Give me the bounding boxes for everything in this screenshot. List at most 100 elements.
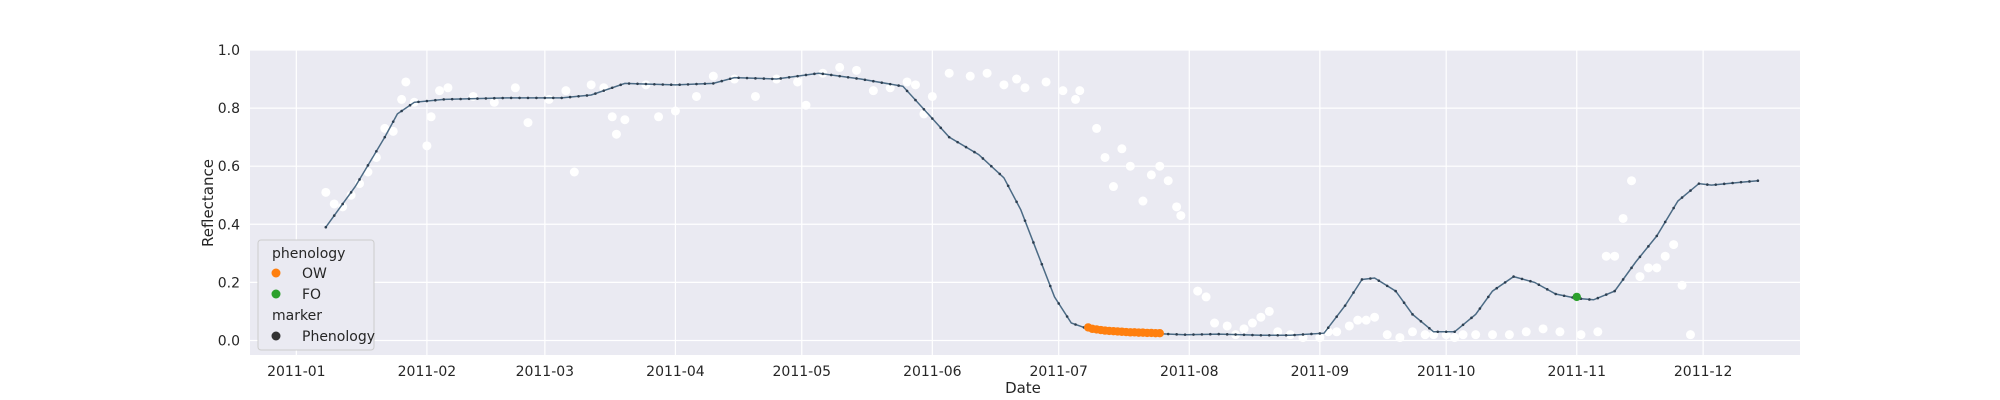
raw-point [489,97,499,107]
raw-point [1155,161,1165,171]
x-tick-label: 2011-01 [267,364,326,380]
smoothed-dot [1267,333,1271,337]
smoothed-dot [678,83,681,86]
smoothed-dot [1006,184,1010,188]
raw-point [1652,263,1662,273]
legend-marker-title: marker [272,308,322,324]
smoothed-dot [1259,333,1263,337]
smoothed-dot [981,157,985,160]
smoothed-dot [518,96,521,100]
raw-point [1163,176,1173,186]
raw-point [1264,306,1274,316]
smoothed-dot [1453,330,1456,334]
raw-point [1012,74,1022,84]
smoothed-dot [1554,292,1558,296]
raw-point [1538,324,1548,334]
smoothed-dot [1015,200,1018,204]
x-tick-label: 2011-10 [1417,364,1476,380]
smoothed-dot [1537,283,1541,287]
smoothed-dot [1630,266,1633,270]
raw-point [965,71,975,81]
smoothed-dot [703,82,707,86]
ow-point [1155,329,1164,338]
raw-point [1117,144,1127,154]
smoothed-dot [1394,289,1397,293]
raw-point [1041,77,1051,87]
raw-point [1332,327,1342,337]
smoothed-dot [358,178,361,181]
smoothed-dot [922,108,926,111]
smoothed-dot [1444,330,1448,334]
raw-point [338,202,348,212]
smoothed-dot [1217,332,1221,336]
smoothed-dot [1276,333,1280,337]
smoothed-dot [1722,182,1726,186]
smoothed-dot [1647,245,1650,248]
raw-point [620,115,630,125]
smoothed-dot [391,120,395,123]
smoothed-dot [1074,323,1077,326]
smoothed-dot [1369,277,1372,280]
raw-point [401,77,411,87]
smoothed-dot [610,86,614,90]
smoothed-dot [1478,307,1482,310]
raw-point [1610,251,1620,261]
smoothed-dot [644,82,648,86]
smoothed-dot [400,109,403,113]
smoothed-dot [383,135,387,139]
smoothed-dot [1756,179,1760,183]
smoothed-dot [1183,333,1187,336]
raw-point [1108,182,1118,192]
smoothed-dot [712,82,715,85]
smoothed-dot [888,82,892,86]
y-tick-label: 0.2 [218,275,240,291]
smoothed-dot [526,96,530,100]
x-tick-label: 2011-05 [773,364,832,380]
raw-point [1210,318,1220,328]
smoothed-dot [434,98,437,102]
raw-point [910,80,920,90]
smoothed-dot [1529,279,1532,283]
raw-point [1677,280,1687,290]
raw-point [1635,272,1645,282]
smoothed-dot [366,164,370,167]
raw-point [435,86,445,96]
smoothed-dot [1234,333,1237,336]
smoothed-dot [1326,326,1330,329]
smoothed-dot [602,89,606,92]
smoothed-dot [1402,301,1406,305]
raw-point [1315,333,1325,343]
smoothed-dot [1335,315,1338,318]
raw-point [1125,161,1135,171]
smoothed-dot [450,97,454,101]
raw-point [1521,327,1531,337]
smoothed-dot [1048,284,1052,288]
smoothed-dot [998,172,1002,176]
raw-point [654,112,664,122]
smoothed-dot [341,202,344,206]
raw-point [1361,315,1371,325]
raw-point [523,118,533,128]
raw-point [1627,176,1637,186]
smoothed-dot [872,79,875,83]
x-tick-label: 2011-03 [516,364,575,380]
smoothed-dot [425,99,429,103]
smoothed-dot [1748,180,1751,183]
smoothed-dot [973,150,976,154]
smoothed-dot [1377,279,1381,282]
smoothed-dot [1192,333,1195,336]
x-tick-label: 2011-09 [1291,364,1350,380]
x-tick-labels: 2011-01 2011-02 2011-03 2011-04 2011-05 2011-… [267,364,1732,380]
raw-point [1092,123,1102,133]
smoothed-dot [1301,333,1305,336]
smoothed-dot [1588,298,1591,301]
smoothed-dot [745,76,749,80]
plot-background [250,50,1800,355]
smoothed-dot [737,76,740,80]
legend: phenology OW FO marker Phenology [257,239,375,351]
smoothed-dot [838,74,841,78]
y-tick-label: 1.0 [218,43,240,59]
legend-ow-label: OW [302,266,327,282]
smoothed-dot [1706,183,1709,186]
